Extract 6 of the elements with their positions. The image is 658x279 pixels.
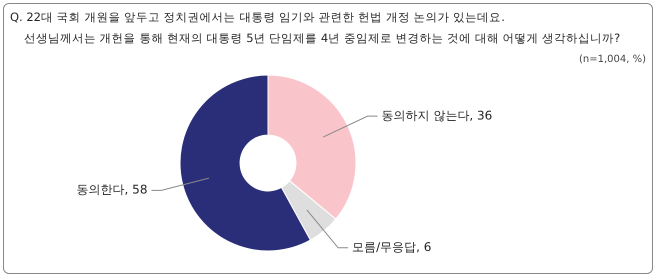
- slice-label: 동의하지 않는다, 36: [382, 108, 492, 122]
- slice-label: 모름/무응답, 6: [352, 240, 432, 254]
- chart-title: Q. 22대 국회 개원을 앞두고 정치권에서는 대통령 임기와 관련한 헌법 개정 논의가 있는데요.: [10, 10, 505, 25]
- slice-label: 동의한다, 58: [76, 182, 148, 196]
- chart-subtitle: 선생님께서는 개헌을 통해 현재의 대통령 5년 단임제를 4년 중임제로 변경하는 것에 대해 어떻게 생각하십니까?: [24, 31, 620, 46]
- text: (n=1,004, %): [578, 54, 646, 65]
